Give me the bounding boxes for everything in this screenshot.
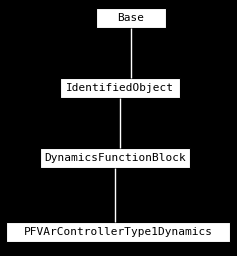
FancyBboxPatch shape bbox=[6, 222, 230, 242]
Text: Base: Base bbox=[118, 13, 145, 23]
FancyBboxPatch shape bbox=[60, 78, 180, 98]
Text: PFVArControllerType1Dynamics: PFVArControllerType1Dynamics bbox=[23, 227, 213, 237]
Text: IdentifiedObject: IdentifiedObject bbox=[66, 83, 174, 93]
FancyBboxPatch shape bbox=[40, 148, 190, 168]
FancyBboxPatch shape bbox=[96, 8, 166, 28]
Text: DynamicsFunctionBlock: DynamicsFunctionBlock bbox=[44, 153, 186, 163]
